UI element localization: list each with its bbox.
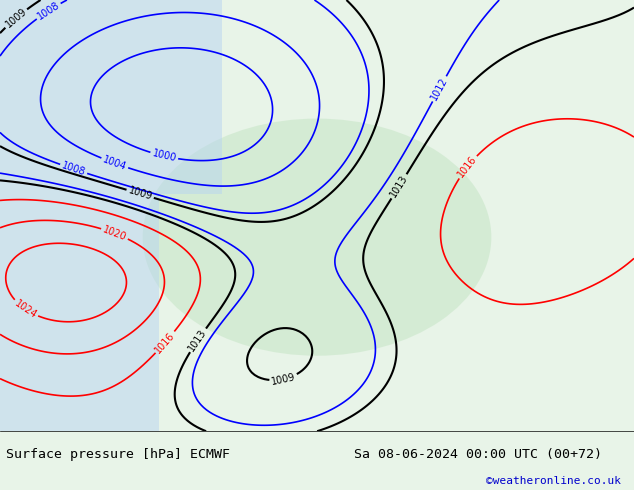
Text: 1008: 1008 (36, 0, 61, 22)
Text: ©weatheronline.co.uk: ©weatheronline.co.uk (486, 476, 621, 486)
Text: 1013: 1013 (187, 327, 209, 353)
Text: 1024: 1024 (13, 298, 39, 320)
Text: Surface pressure [hPa] ECMWF: Surface pressure [hPa] ECMWF (6, 448, 230, 461)
Text: 1008: 1008 (60, 160, 87, 178)
Text: 1009: 1009 (3, 6, 29, 30)
Ellipse shape (143, 119, 491, 356)
Text: 1009: 1009 (127, 186, 153, 202)
Text: 1000: 1000 (151, 148, 178, 164)
Bar (0, 194, 158, 431)
Text: 1020: 1020 (101, 224, 128, 243)
Text: 1016: 1016 (153, 330, 177, 355)
Text: Sa 08-06-2024 00:00 UTC (00+72): Sa 08-06-2024 00:00 UTC (00+72) (354, 448, 602, 461)
Text: 1004: 1004 (101, 154, 128, 172)
Bar (0, 0, 222, 194)
Text: 1013: 1013 (388, 173, 410, 199)
Text: 1009: 1009 (271, 372, 297, 387)
Text: 1012: 1012 (429, 75, 450, 102)
Text: 1016: 1016 (456, 154, 479, 179)
